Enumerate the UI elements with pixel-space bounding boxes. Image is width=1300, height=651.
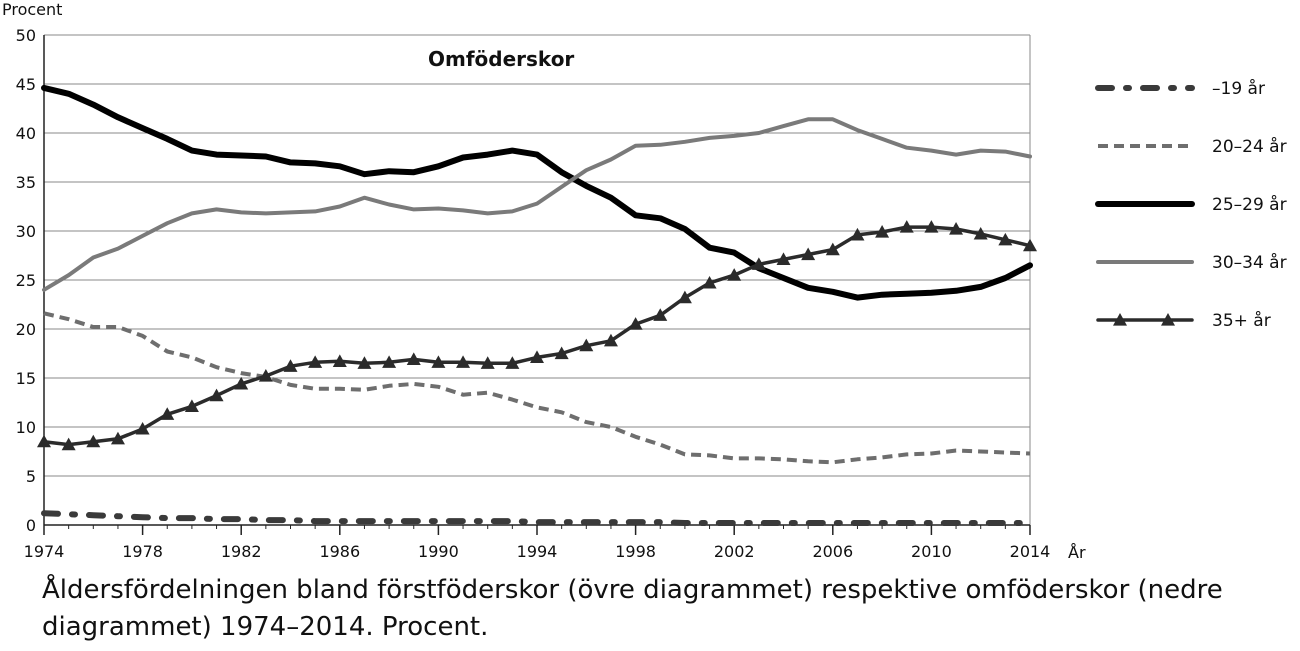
series-line xyxy=(43,311,1031,465)
y-axis-label: Procent xyxy=(2,0,62,19)
data-point-marker xyxy=(283,359,298,372)
data-point-marker xyxy=(332,354,347,367)
data-point-marker xyxy=(677,290,692,304)
y-tick-label: 10 xyxy=(16,418,36,437)
legend-entry: 30–34 år xyxy=(1096,252,1287,273)
data-point-marker xyxy=(850,227,865,241)
y-tick-label: 30 xyxy=(16,222,36,241)
legend-label: 35+ år xyxy=(1212,310,1271,331)
data-point-marker xyxy=(530,350,544,364)
data-point-marker xyxy=(37,434,51,448)
y-tick-label: 5 xyxy=(26,467,36,486)
legend-entry: 20–24 år xyxy=(1098,136,1287,157)
series-1 xyxy=(41,510,1033,526)
x-tick-label: 1978 xyxy=(122,542,163,561)
series-line xyxy=(41,510,1033,526)
y-tick-label: 50 xyxy=(16,26,36,45)
data-point-marker xyxy=(603,333,618,347)
data-point-marker xyxy=(825,242,840,256)
data-point-marker xyxy=(135,421,150,435)
gridlines xyxy=(43,34,1031,526)
data-point-marker xyxy=(505,356,520,369)
figure-caption: Åldersfördelningen bland förstföderskor … xyxy=(42,575,1223,642)
legend-entry: –19 år xyxy=(1095,78,1265,99)
data-point-marker xyxy=(61,437,76,451)
data-point-marker xyxy=(727,268,742,281)
data-point-marker xyxy=(258,369,273,382)
data-point-marker xyxy=(308,355,323,368)
data-point-marker xyxy=(382,355,397,368)
y-tick-label: 35 xyxy=(16,173,36,192)
data-point-marker xyxy=(554,346,569,360)
legend-entry: 35+ år xyxy=(1096,310,1271,331)
data-point-marker xyxy=(949,222,964,235)
legend-marker xyxy=(1161,313,1175,326)
series-line xyxy=(41,84,1033,301)
series-lines xyxy=(37,84,1037,526)
series-2 xyxy=(43,311,1031,465)
data-point-marker xyxy=(406,352,421,365)
data-point-marker xyxy=(357,356,372,369)
y-tick-label: 40 xyxy=(16,124,36,143)
data-point-marker xyxy=(160,407,175,420)
y-tick-label: 20 xyxy=(16,320,36,339)
data-point-marker xyxy=(1023,238,1037,252)
legend-label: 25–29 år xyxy=(1212,194,1287,215)
data-point-marker xyxy=(628,317,643,330)
data-point-marker xyxy=(899,220,914,233)
data-point-marker xyxy=(234,376,249,390)
series-4 xyxy=(42,117,1032,292)
x-tick-label: 1986 xyxy=(319,542,360,561)
x-tick-label: 1994 xyxy=(517,542,558,561)
x-axis-label: År xyxy=(1068,543,1086,562)
data-point-marker xyxy=(801,247,816,261)
series-5 xyxy=(37,220,1037,451)
data-point-marker xyxy=(653,308,668,321)
data-point-marker xyxy=(110,431,125,445)
data-point-marker xyxy=(431,355,446,368)
data-point-marker xyxy=(998,232,1013,246)
legend: –19 år 20–24 år 25–29 år 30–34 år 35+ år xyxy=(1095,78,1287,331)
series-line xyxy=(42,117,1032,292)
data-point-marker xyxy=(579,338,594,352)
data-point-marker xyxy=(776,252,791,266)
data-point-marker xyxy=(702,275,717,289)
legend-marker xyxy=(1113,313,1127,326)
x-tick-label: 2002 xyxy=(714,542,755,561)
legend-label: –19 år xyxy=(1212,78,1265,99)
data-point-marker xyxy=(973,226,988,240)
data-point-marker xyxy=(209,388,224,402)
y-tick-label: 25 xyxy=(16,271,36,290)
x-tick-label: 1974 xyxy=(24,542,65,561)
data-point-marker xyxy=(751,257,766,270)
chart-title: Omföderskor xyxy=(428,47,574,71)
x-tick-label: 2006 xyxy=(812,542,853,561)
data-point-marker xyxy=(480,356,495,369)
series-3 xyxy=(41,84,1033,301)
data-point-marker xyxy=(184,399,199,413)
data-point-marker xyxy=(456,355,471,368)
data-point-marker xyxy=(924,220,939,233)
x-tick-label: 2010 xyxy=(911,542,952,561)
y-tick-label: 15 xyxy=(16,369,36,388)
y-tick-label: 0 xyxy=(26,516,36,535)
x-tick-label: 1990 xyxy=(418,542,459,561)
axis-ticks: 0 5 10 15 20 25 30 35 40 45 50 1974 1978 1982 1986 1990… xyxy=(16,26,1051,561)
x-tick-label: 1998 xyxy=(615,542,656,561)
line-chart: 0 5 10 15 20 25 30 35 40 45 50 1974 1978 1982 1986 1990… xyxy=(2,0,1287,562)
legend-entry: 25–29 år xyxy=(1095,194,1287,215)
legend-label: 30–34 år xyxy=(1212,252,1287,273)
data-point-marker xyxy=(86,434,101,448)
x-tick-label: 2014 xyxy=(1010,542,1051,561)
legend-label: 20–24 år xyxy=(1212,136,1287,157)
x-tick-label: 1982 xyxy=(221,542,262,561)
y-tick-label: 45 xyxy=(16,75,36,94)
data-point-marker xyxy=(875,224,890,238)
